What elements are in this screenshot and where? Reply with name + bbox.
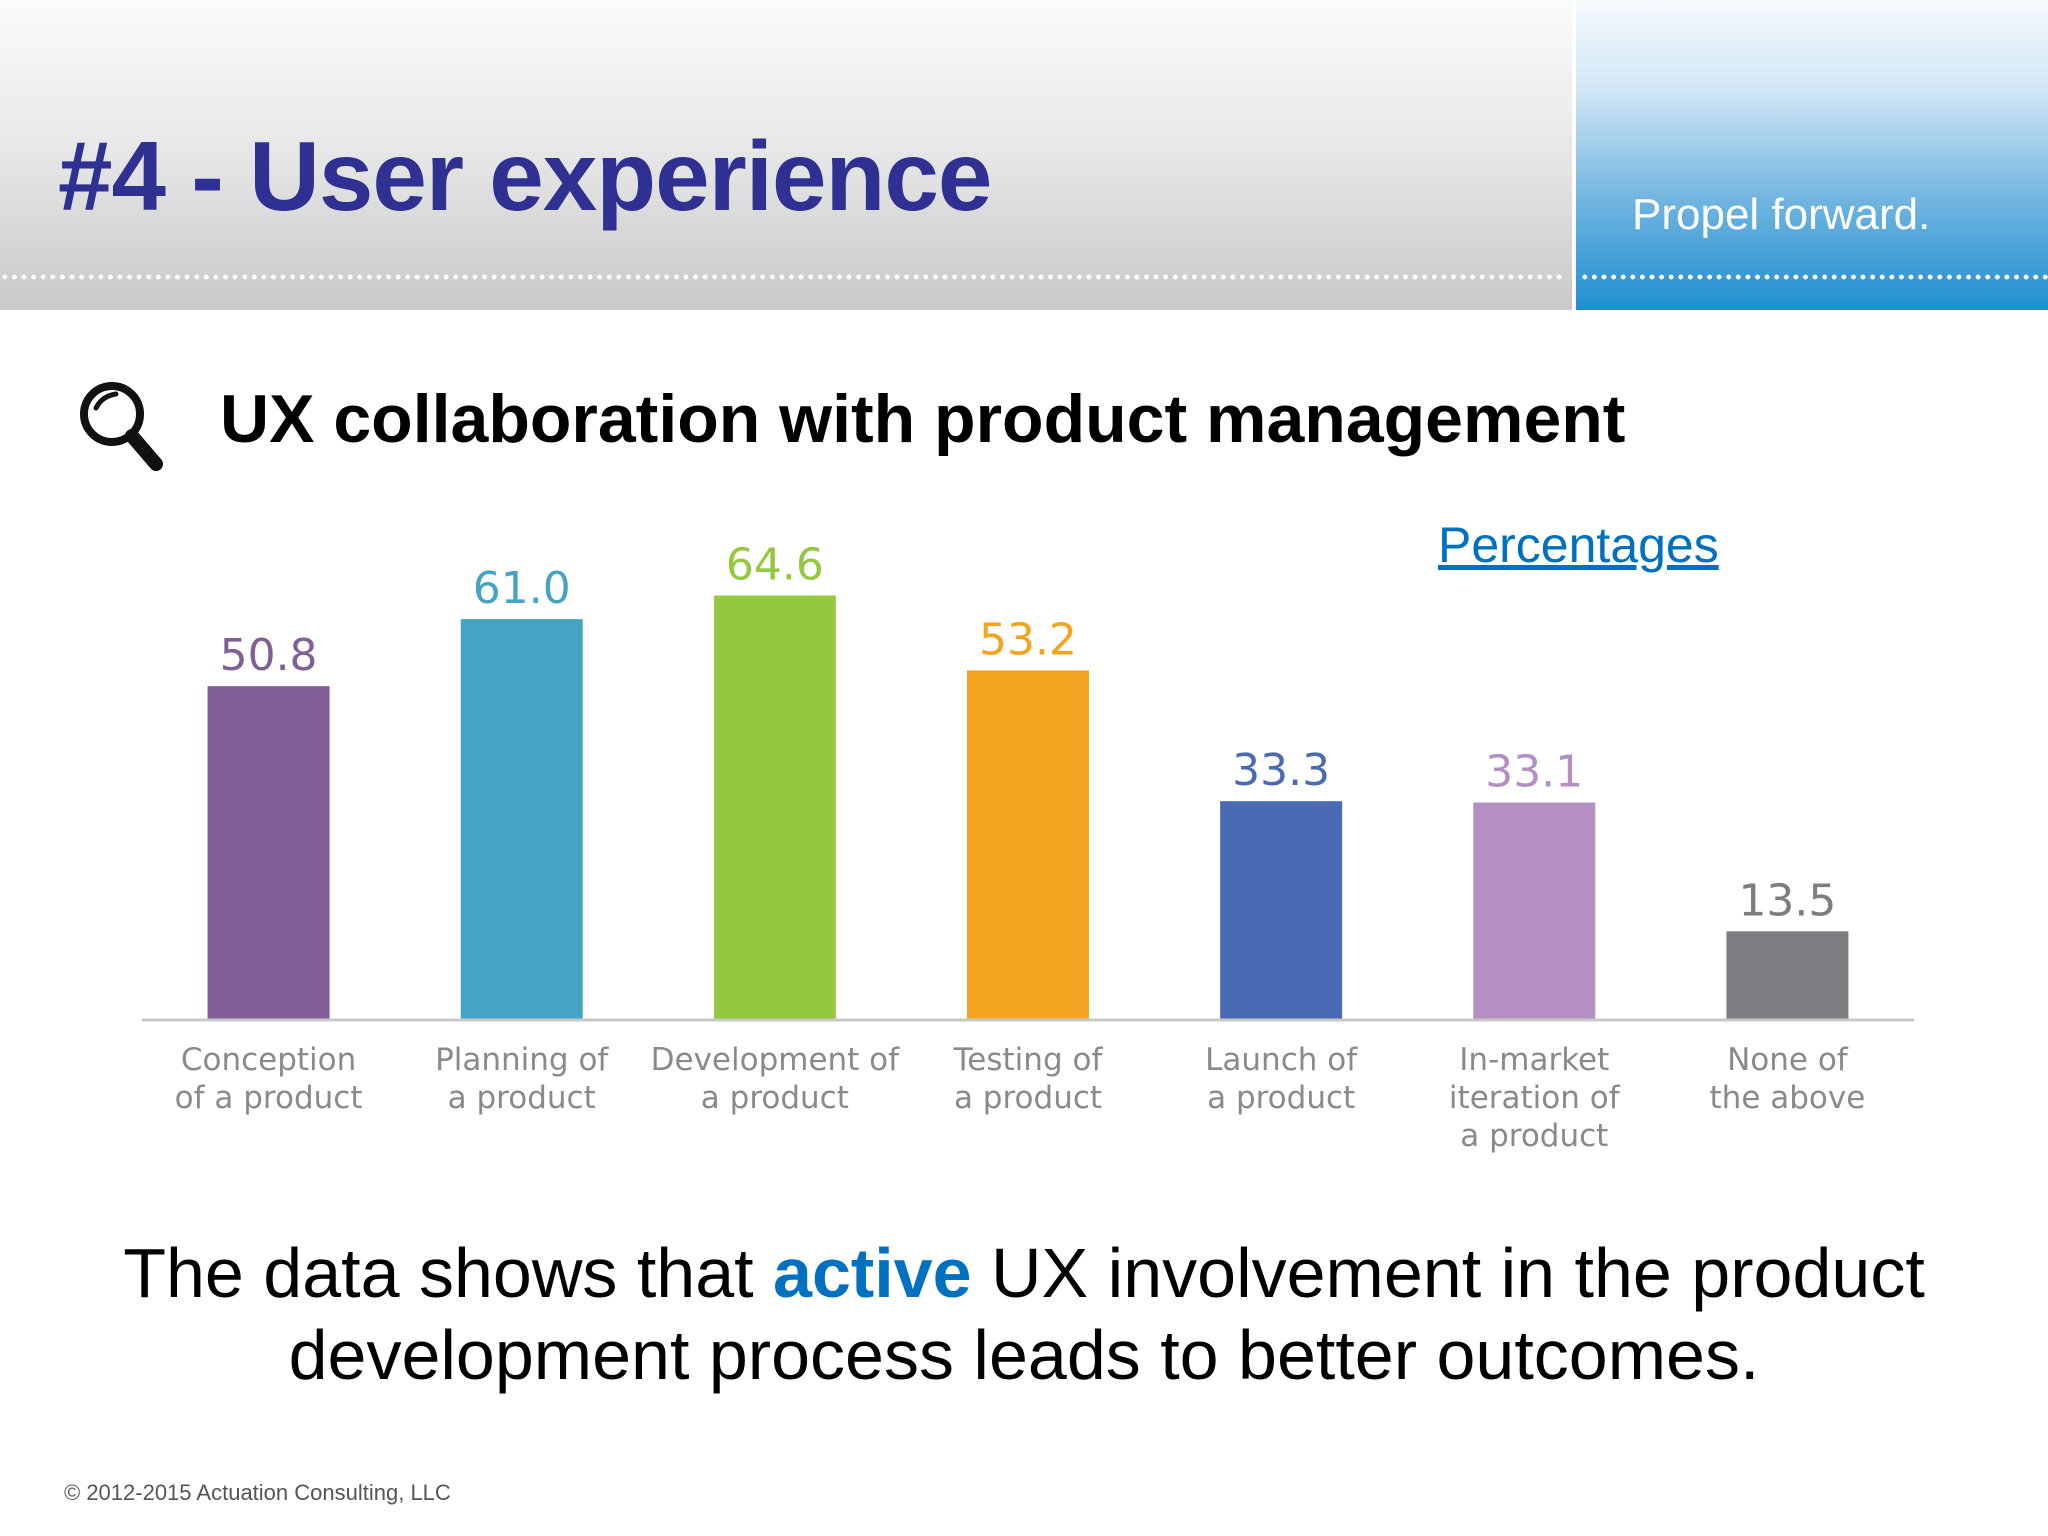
category-label-5: Launch of a product bbox=[1205, 1042, 1358, 1116]
category-label-7: None of the above bbox=[1710, 1042, 1866, 1116]
dotted-rule-right bbox=[1580, 274, 2048, 280]
bar-7 bbox=[1726, 931, 1849, 1020]
category-label-2: Planning of a product bbox=[435, 1042, 609, 1116]
conclusion-text: The data shows that active UX involvemen… bbox=[0, 1232, 2048, 1396]
copyright-notice: © 2012-2015 Actuation Consulting, LLC bbox=[64, 1480, 451, 1505]
value-label-4: 53.2 bbox=[979, 614, 1077, 665]
bar-6 bbox=[1473, 802, 1596, 1020]
value-label-3: 64.6 bbox=[726, 539, 824, 590]
tagline: Propel forward. bbox=[1632, 190, 1931, 239]
slide-title: #4 - User experience bbox=[58, 121, 992, 231]
conclusion-lead: The data shows that bbox=[123, 1234, 774, 1312]
units-label-link[interactable]: Percentages bbox=[1438, 517, 1719, 573]
bar-chart: 50.8 Conception of a product 61.0 Planning o… bbox=[142, 539, 1914, 1154]
value-label-7: 13.5 bbox=[1738, 875, 1836, 926]
magnifier-icon bbox=[80, 382, 163, 471]
bar-2 bbox=[460, 619, 583, 1020]
section-subtitle: UX collaboration with product management bbox=[220, 381, 1626, 457]
header-accent-panel bbox=[1576, 0, 2048, 310]
bar-1 bbox=[207, 686, 330, 1020]
category-label-6: In-market iteration of a product bbox=[1449, 1042, 1621, 1154]
header-divider bbox=[1572, 0, 1576, 310]
category-label-3: Development of a product bbox=[651, 1042, 901, 1116]
category-label-4: Testing of a product bbox=[953, 1042, 1104, 1116]
header-band bbox=[0, 0, 1572, 310]
dotted-rule-left bbox=[0, 274, 1566, 280]
conclusion-rest: UX involvement in the product developmen… bbox=[288, 1234, 1925, 1394]
value-label-5: 33.3 bbox=[1232, 745, 1330, 796]
conclusion-emphasis: active bbox=[773, 1234, 972, 1312]
bar-5 bbox=[1220, 801, 1343, 1020]
bar-4 bbox=[967, 670, 1089, 1020]
bar-3 bbox=[713, 595, 836, 1020]
category-label-1: Conception of a product bbox=[175, 1042, 363, 1116]
value-label-6: 33.1 bbox=[1485, 746, 1583, 797]
value-label-2: 61.0 bbox=[473, 563, 571, 614]
value-label-1: 50.8 bbox=[220, 630, 318, 681]
